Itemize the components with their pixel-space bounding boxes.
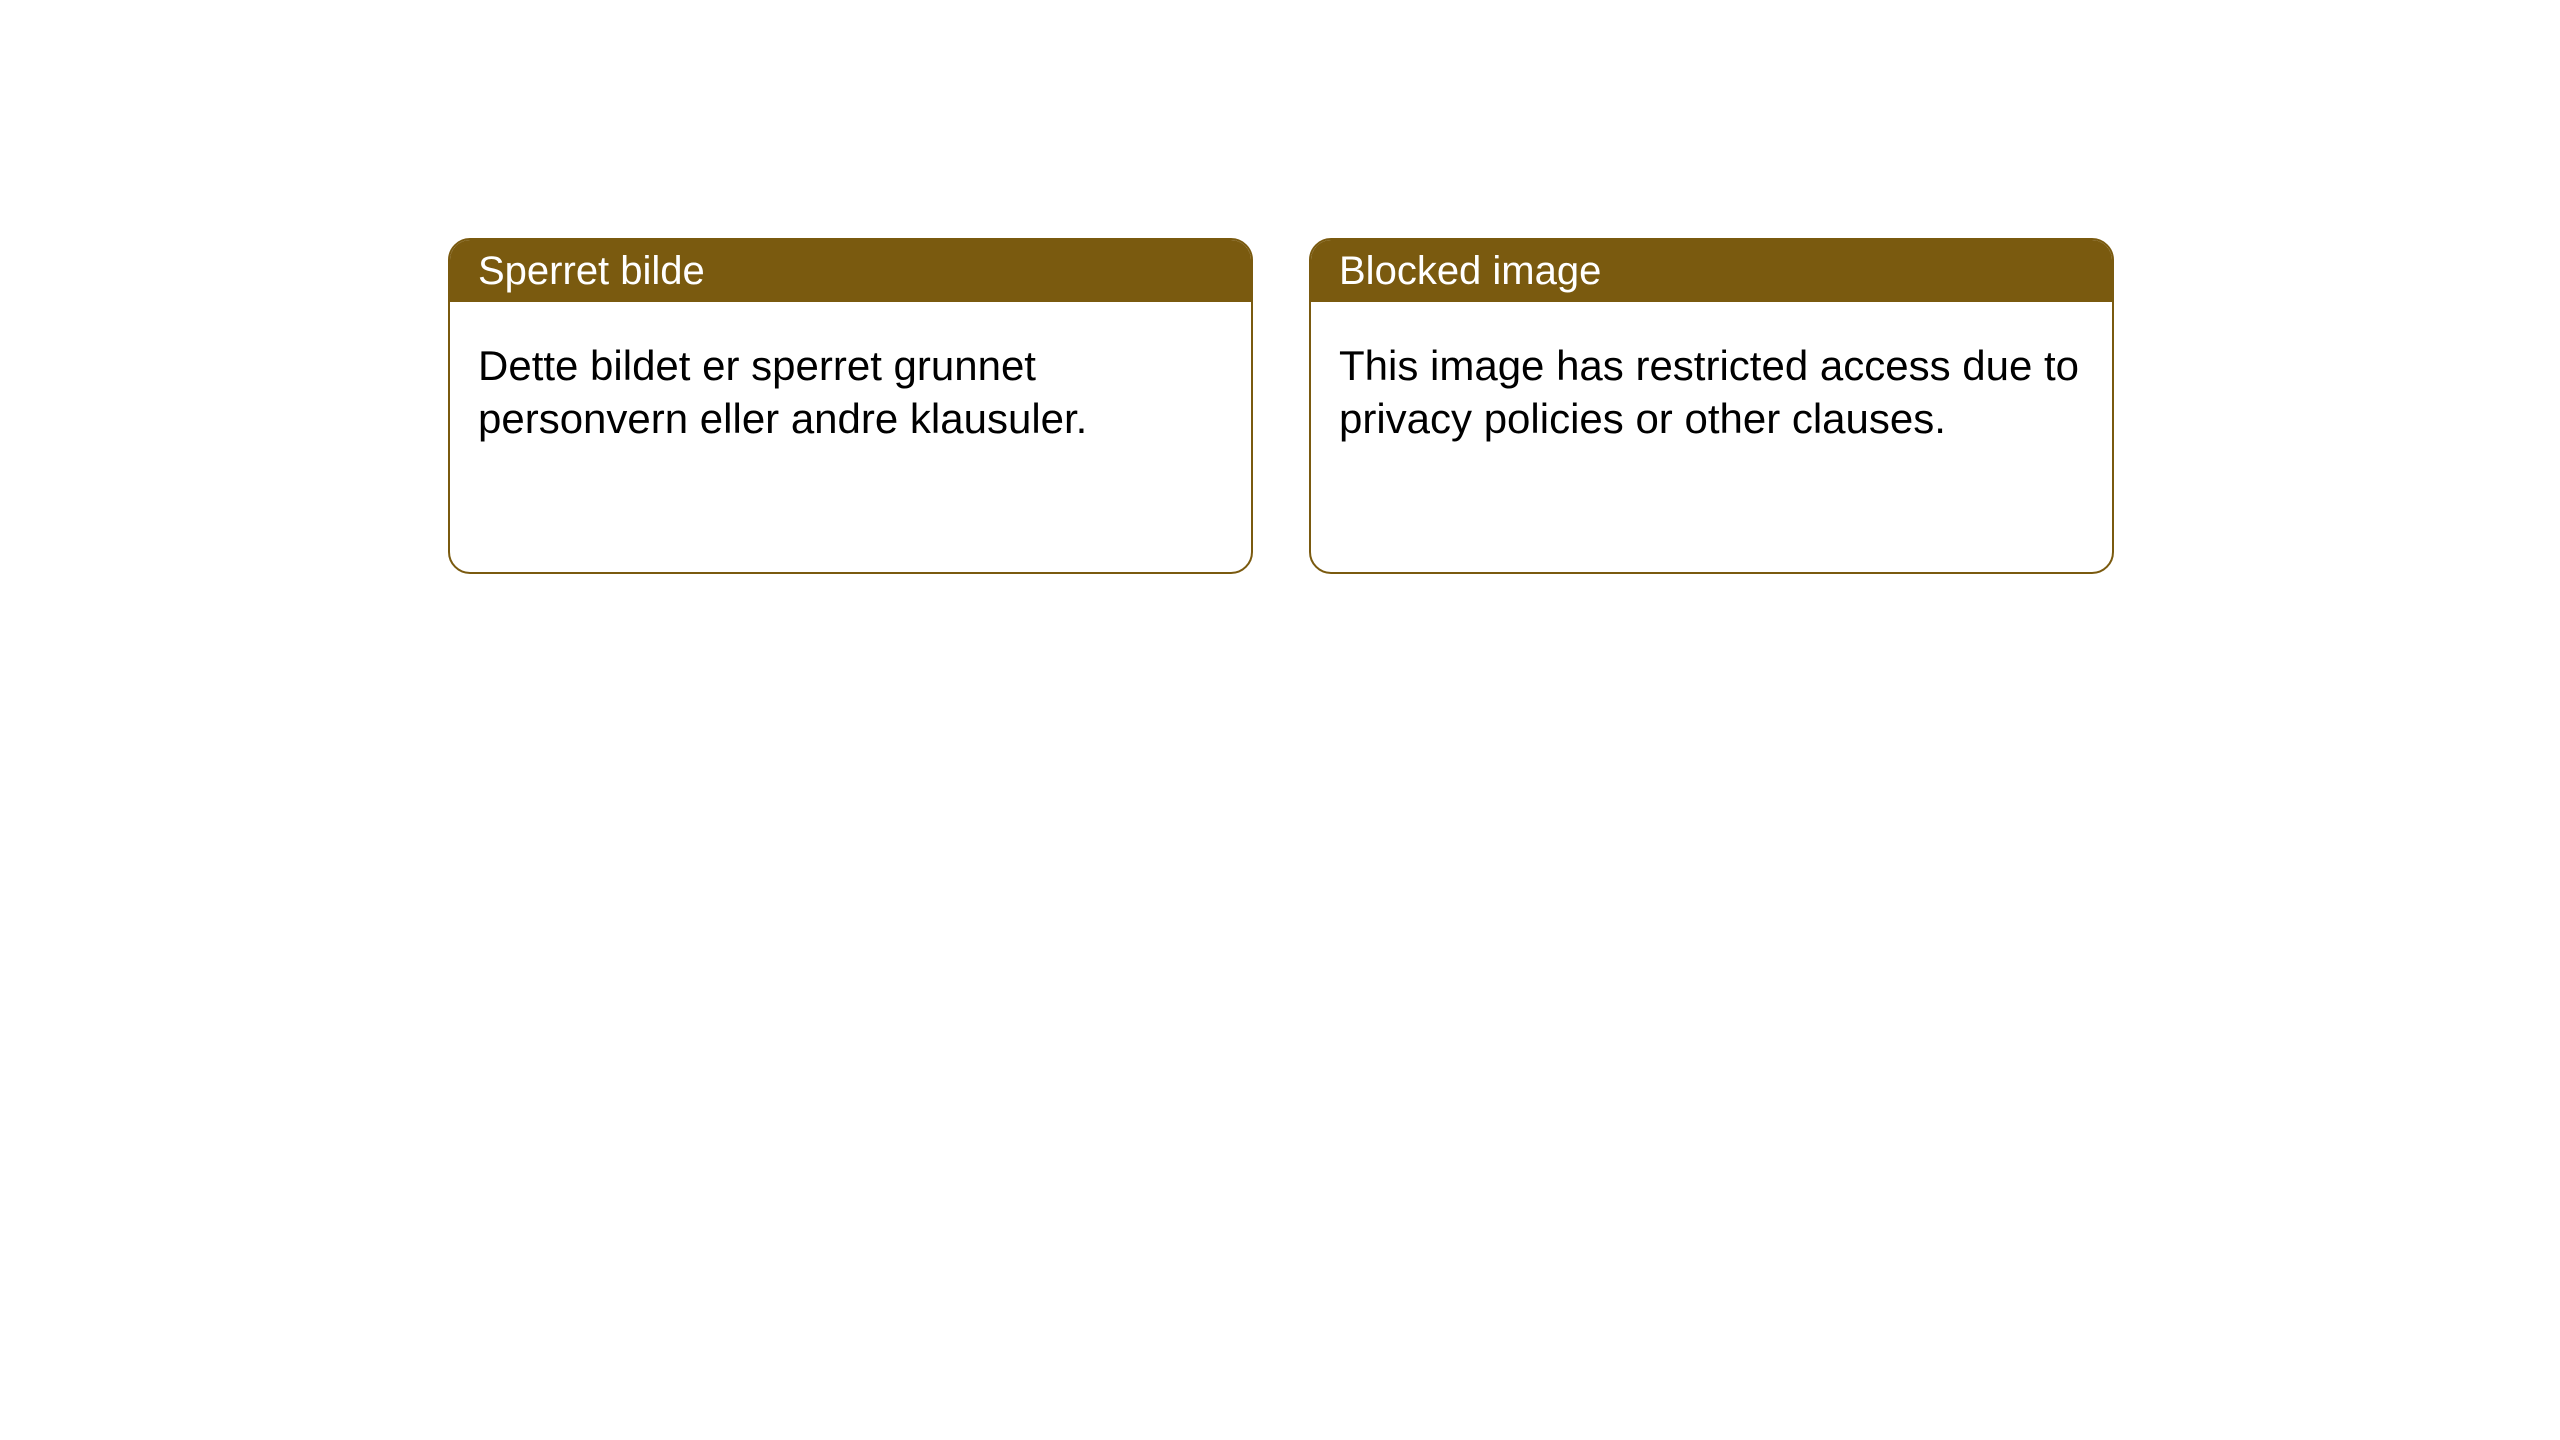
notice-body-no: Dette bildet er sperret grunnet personve… bbox=[450, 302, 1251, 483]
notice-body-en: This image has restricted access due to … bbox=[1311, 302, 2112, 483]
notice-card-no: Sperret bilde Dette bildet er sperret gr… bbox=[448, 238, 1253, 574]
notice-cards-row: Sperret bilde Dette bildet er sperret gr… bbox=[448, 238, 2114, 574]
notice-title-no: Sperret bilde bbox=[450, 240, 1251, 302]
notice-title-en: Blocked image bbox=[1311, 240, 2112, 302]
notice-card-en: Blocked image This image has restricted … bbox=[1309, 238, 2114, 574]
